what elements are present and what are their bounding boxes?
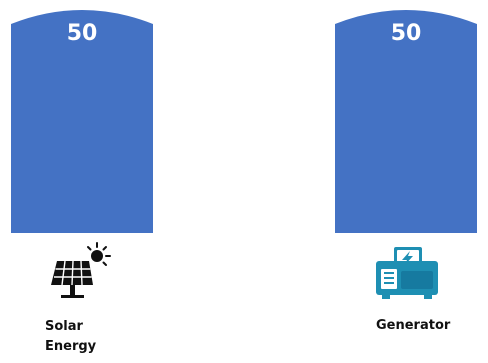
category-label-solar-line1: Solar [45,319,83,334]
bar-value-label: 50 [391,21,422,46]
bar-solar-energy [11,10,153,233]
category-label-generator-text: Generator [376,318,451,333]
value-labels-layer: 50 50 [67,21,422,46]
category-label-generator: Generator [376,316,450,336]
bar-value-label: 50 [67,21,98,46]
bars-layer [11,10,477,233]
generator-icon [372,243,442,303]
category-label-solar-line2: Energy [45,339,97,354]
bar-generator [335,10,477,233]
category-label-solar: Solar Energy [45,317,96,357]
solar-panel-icon [47,241,115,301]
